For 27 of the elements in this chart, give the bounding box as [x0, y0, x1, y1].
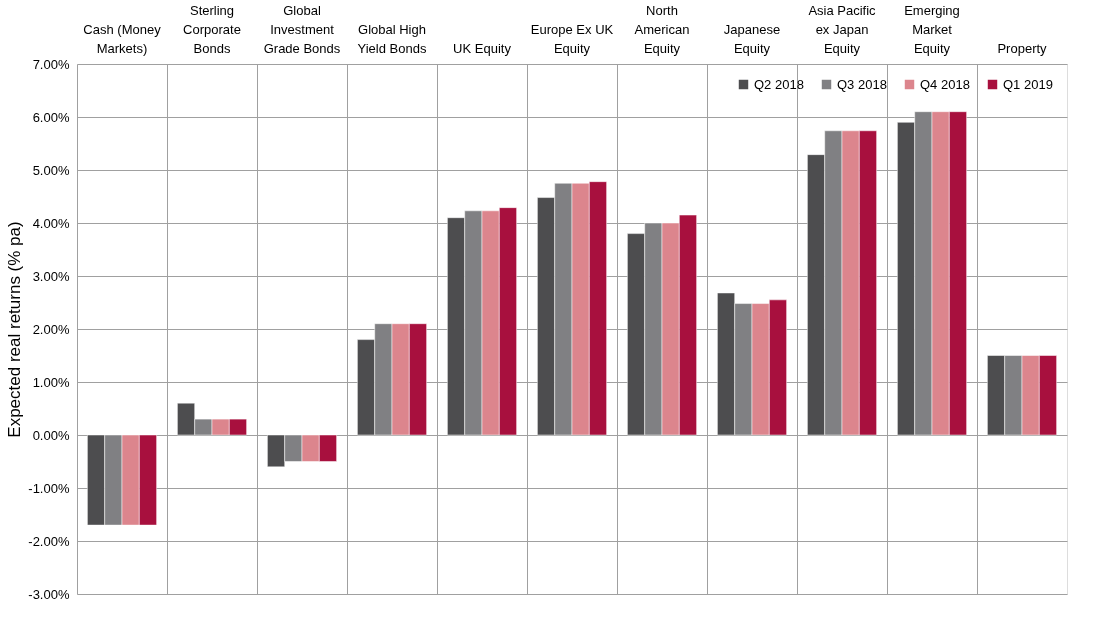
x-tick-label: Japanese Equity [723, 22, 781, 56]
x-tick-label: Global High Yield Bonds [357, 22, 427, 56]
y-tick-label: 7.00% [32, 56, 70, 72]
y-tick-label: 4.00% [32, 215, 70, 231]
y-tick-label: 6.00% [32, 109, 70, 125]
y-tick-label: -1.00% [28, 480, 70, 496]
legend-label: Q3 2018 [837, 76, 887, 92]
y-tick-label: 5.00% [32, 162, 70, 178]
legend-label: Q1 2019 [1003, 76, 1053, 92]
y-tick-label: -3.00% [28, 586, 70, 602]
x-tick-label: UK Equity [453, 41, 512, 56]
y-tick-label: 1.00% [32, 374, 70, 390]
x-tick-label: Property [997, 41, 1048, 56]
y-tick-label: 2.00% [32, 321, 70, 337]
x-tick-label: Global Investment Grade Bonds [263, 3, 341, 56]
y-tick-label: 3.00% [32, 268, 70, 284]
x-tick-label: Sterling Corporate Bonds [183, 3, 241, 56]
legend-label: Q4 2018 [920, 76, 970, 92]
x-tick-label: Cash (Money Markets) [83, 22, 162, 56]
x-tick-label: Europe Ex UK Equity [530, 22, 614, 56]
x-tick-label: Asia Pacific ex Japan Equity [808, 3, 877, 56]
x-tick-label: North American Equity [634, 3, 690, 56]
legend-label: Q2 2018 [754, 76, 804, 92]
y-tick-label: 0.00% [32, 427, 70, 443]
x-tick-label: Emerging Market Equity [904, 3, 960, 56]
y-axis-title: Expected real returns (% pa) [5, 221, 25, 438]
y-tick-label: -2.00% [28, 533, 70, 549]
